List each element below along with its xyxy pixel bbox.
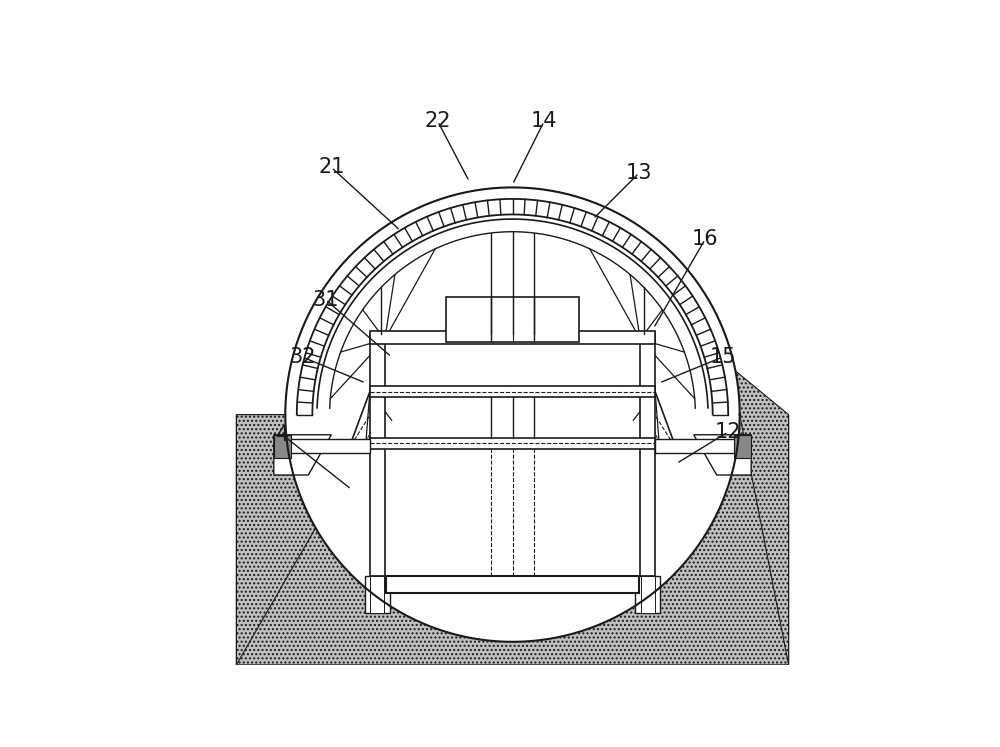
Polygon shape: [236, 187, 512, 665]
Text: 4: 4: [276, 425, 289, 444]
Bar: [365, 576, 390, 613]
Bar: [386, 576, 639, 593]
Text: 21: 21: [318, 158, 345, 177]
Bar: [274, 435, 291, 458]
Text: 15: 15: [709, 347, 736, 367]
Text: 13: 13: [626, 163, 652, 183]
Text: 31: 31: [312, 290, 339, 309]
Bar: [734, 435, 751, 458]
Text: 14: 14: [531, 111, 557, 131]
Bar: [370, 386, 655, 397]
Text: 22: 22: [424, 111, 451, 131]
Polygon shape: [512, 187, 789, 665]
Text: 32: 32: [289, 347, 316, 367]
Bar: [446, 297, 579, 341]
Bar: [641, 576, 655, 613]
Text: 16: 16: [692, 229, 719, 249]
Bar: [655, 439, 737, 453]
Bar: [370, 334, 385, 576]
Bar: [640, 334, 655, 576]
Polygon shape: [236, 415, 789, 665]
Bar: [288, 439, 370, 453]
Polygon shape: [285, 187, 740, 642]
Polygon shape: [274, 435, 331, 475]
Text: 12: 12: [715, 422, 741, 442]
Bar: [370, 438, 655, 448]
Bar: [635, 576, 660, 613]
Bar: [370, 331, 655, 344]
Polygon shape: [694, 435, 751, 475]
Bar: [370, 576, 384, 613]
